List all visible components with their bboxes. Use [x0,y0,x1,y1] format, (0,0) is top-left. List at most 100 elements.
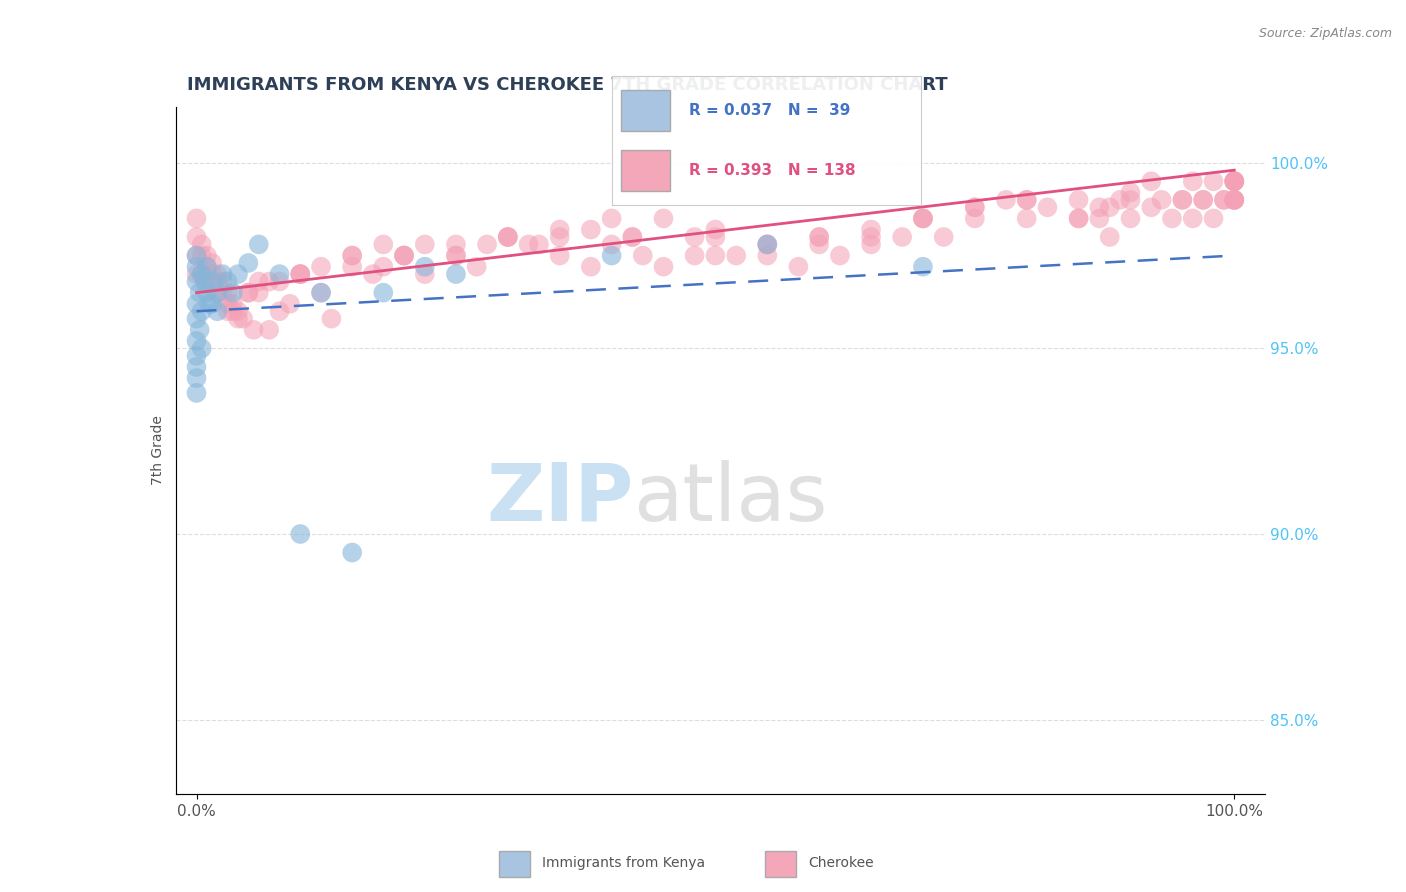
Point [309,260,332,274]
Point [217,285,239,300]
Point [247,237,270,252]
Point [1119,193,1142,207]
Point [413,267,436,281]
Point [756,248,779,262]
Point [232,311,254,326]
Point [860,237,883,252]
Point [340,545,363,559]
Point [186,211,208,226]
Point [188,285,211,300]
Point [290,267,312,281]
Point [242,323,264,337]
Point [217,275,239,289]
Point [1109,193,1132,207]
Point [186,297,208,311]
Point [1088,211,1111,226]
Point [1223,174,1246,188]
Point [211,267,233,281]
Point [238,285,260,300]
Point [963,211,986,226]
Point [1119,211,1142,226]
Point [257,323,280,337]
Point [1119,186,1142,200]
Point [704,248,727,262]
Point [756,237,779,252]
Point [373,285,395,300]
Text: IMMIGRANTS FROM KENYA VS CHEROKEE 7TH GRADE CORRELATION CHART: IMMIGRANTS FROM KENYA VS CHEROKEE 7TH GR… [187,77,948,95]
Point [756,237,779,252]
Point [186,248,208,262]
Point [1088,200,1111,214]
Point [1067,193,1090,207]
Point [548,248,571,262]
Text: Immigrants from Kenya: Immigrants from Kenya [543,856,706,870]
Point [392,248,415,262]
Point [683,230,706,244]
Point [600,248,623,262]
Point [195,248,218,262]
Point [211,275,233,289]
Point [186,311,208,326]
Point [600,237,623,252]
Point [1192,193,1215,207]
Point [269,275,291,289]
Point [444,237,467,252]
Y-axis label: 7th Grade: 7th Grade [150,416,165,485]
Point [1223,193,1246,207]
Point [1161,211,1184,226]
Point [444,248,467,262]
Point [860,222,883,236]
Point [257,275,280,289]
Point [190,267,212,281]
Point [1015,193,1038,207]
Point [201,297,224,311]
Point [963,200,986,214]
Point [269,304,291,318]
Point [186,267,208,281]
Point [1223,193,1246,207]
Point [1171,193,1194,207]
Point [548,222,571,236]
Point [392,248,415,262]
Point [548,230,571,244]
Point [891,230,914,244]
Point [198,297,221,311]
Point [226,311,249,326]
Text: atlas: atlas [633,459,828,538]
Point [1223,174,1246,188]
FancyBboxPatch shape [499,851,530,877]
Point [808,230,831,244]
Point [579,222,602,236]
Point [222,297,245,311]
Point [186,349,208,363]
Point [652,211,675,226]
Point [217,304,239,318]
FancyBboxPatch shape [621,90,671,131]
Text: Cherokee: Cherokee [808,856,873,870]
Point [1212,193,1234,207]
Point [1098,230,1121,244]
Point [787,260,810,274]
Point [201,275,224,289]
Point [190,267,212,281]
FancyBboxPatch shape [621,150,671,191]
Point [290,267,312,281]
Point [361,267,384,281]
Point [475,237,498,252]
Point [207,304,229,318]
Point [309,285,332,300]
Point [860,230,883,244]
Point [190,304,212,318]
Point [994,193,1017,207]
Point [652,260,675,274]
Point [1140,200,1163,214]
Point [186,248,208,262]
Point [1223,193,1246,207]
Point [413,260,436,274]
Point [186,385,208,400]
Point [1223,174,1246,188]
Point [828,248,851,262]
Point [1015,211,1038,226]
Point [222,304,245,318]
Point [247,285,270,300]
